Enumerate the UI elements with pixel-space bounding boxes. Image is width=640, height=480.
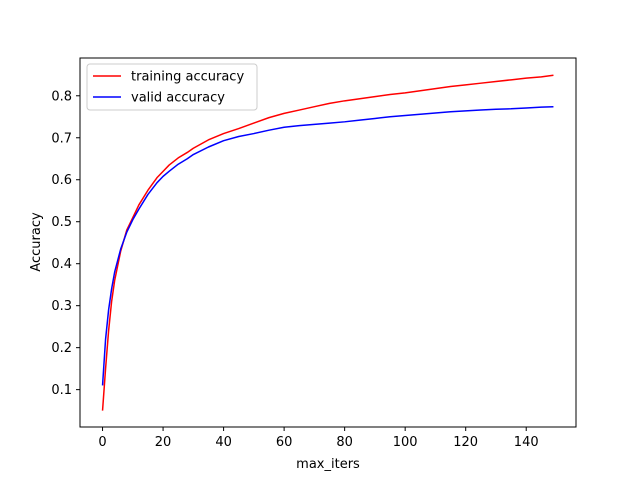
legend-label-valid: valid accuracy [131, 91, 225, 106]
y-axis-label: Accuracy [29, 212, 44, 272]
y-tick-label: 0.6 [51, 173, 72, 188]
x-tick-label: 80 [336, 435, 353, 450]
x-axis-label: max_iters [296, 457, 360, 472]
x-tick-label: 140 [514, 435, 539, 450]
legend-label-training: training accuracy [131, 70, 244, 85]
axes-frame [79, 57, 577, 428]
legend-box [86, 63, 258, 111]
y-tick-label: 0.5 [51, 215, 72, 230]
y-tick-label: 0.4 [51, 257, 72, 272]
y-tick-label: 0.8 [51, 89, 72, 104]
x-tick-label: 0 [98, 435, 106, 450]
series-line-valid [101, 105, 554, 386]
x-tick-label: 60 [276, 435, 293, 450]
x-tick-label: 20 [155, 435, 172, 450]
plot-lines [101, 74, 554, 411]
y-tick-label: 0.1 [51, 383, 72, 398]
x-tick-label: 40 [215, 435, 232, 450]
y-tick-label: 0.7 [51, 131, 72, 146]
series-line-training [101, 74, 554, 411]
y-tick-label: 0.2 [51, 341, 72, 356]
y-tick-label: 0.3 [51, 299, 72, 314]
x-ticks: 0 20 40 60 80 100 120 140 [98, 427, 539, 450]
legend: training accuracy valid accuracy [86, 63, 258, 111]
x-tick-label: 100 [393, 435, 418, 450]
x-tick-label: 120 [453, 435, 478, 450]
y-ticks: 0.1 0.2 0.3 0.4 0.5 0.6 0.7 0.8 [51, 89, 80, 398]
